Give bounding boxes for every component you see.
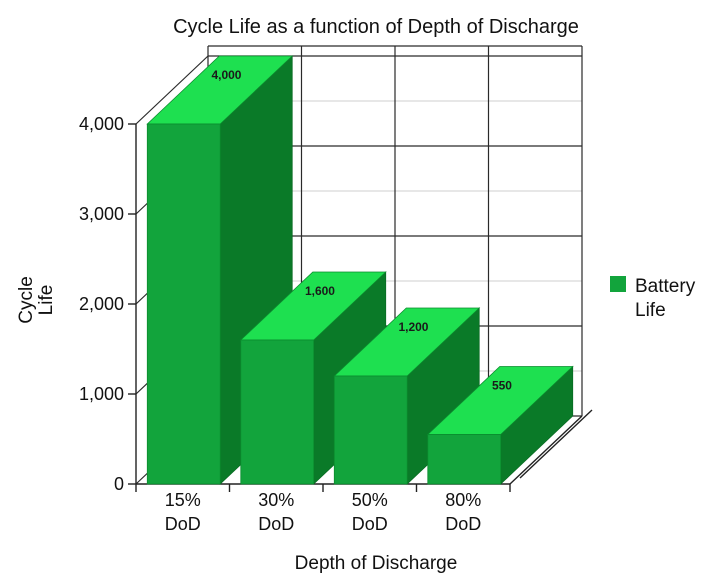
y-tick-label-4: 4,000 bbox=[79, 114, 124, 134]
y-axis-title-line-0: Cycle bbox=[16, 276, 37, 324]
legend-label-1: Life bbox=[635, 300, 666, 321]
bar-value-label-3: 550 bbox=[492, 379, 512, 393]
bar-3 bbox=[427, 434, 502, 485]
x-tick-label-2-0: 50% bbox=[352, 490, 388, 510]
bar-1 bbox=[240, 339, 315, 485]
x-tick-label-1-1: DoD bbox=[258, 514, 294, 534]
y-tick-label-3: 3,000 bbox=[79, 204, 124, 224]
legend-swatch bbox=[610, 276, 626, 292]
gridline-side-4 bbox=[135, 55, 209, 125]
chart-title: Cycle Life as a function of Depth of Dis… bbox=[173, 16, 579, 38]
floor-edge-right bbox=[509, 415, 583, 485]
bar-2 bbox=[333, 375, 408, 485]
bar-value-label-2: 1,200 bbox=[398, 320, 428, 334]
bar-value-label-0: 4,000 bbox=[211, 68, 241, 82]
x-tick-label-0-1: DoD bbox=[165, 514, 201, 534]
y-tick-label-1: 1,000 bbox=[79, 384, 124, 404]
y-axis-title: Cycle Life bbox=[16, 276, 57, 324]
x-tick-label-3-1: DoD bbox=[445, 514, 481, 534]
y-axis-title-line-1: Life bbox=[36, 285, 57, 316]
y-tick-label-2: 2,000 bbox=[79, 294, 124, 314]
x-axis-title: Depth of Discharge bbox=[295, 553, 458, 574]
x-tick-label-2-1: DoD bbox=[352, 514, 388, 534]
floor-edge-right-2 bbox=[519, 409, 593, 479]
legend-label-0: Battery bbox=[635, 276, 696, 297]
x-tick-label-0-0: 15% bbox=[165, 490, 201, 510]
x-tick-label-1-0: 30% bbox=[258, 490, 294, 510]
y-tick-label-0: 0 bbox=[114, 474, 124, 494]
bar-value-label-1: 1,600 bbox=[305, 284, 335, 298]
x-tick-label-3-0: 80% bbox=[445, 490, 481, 510]
bar-0 bbox=[146, 123, 221, 485]
